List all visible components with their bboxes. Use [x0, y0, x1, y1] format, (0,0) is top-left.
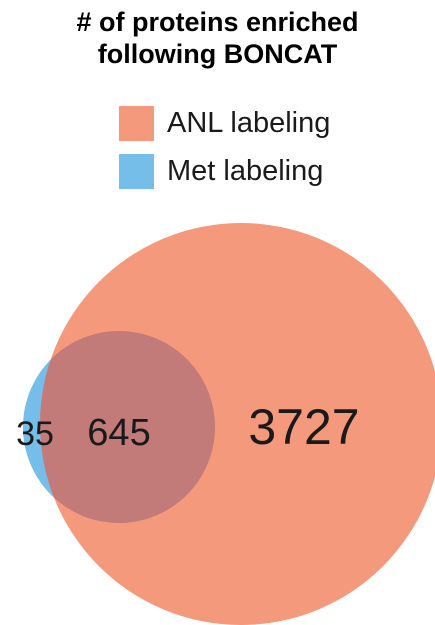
anl-only-count: 3727 — [248, 399, 359, 455]
overlap-region — [40, 331, 215, 523]
legend-label-anl: ANL labeling — [167, 107, 331, 139]
legend-label-met: Met labeling — [167, 155, 324, 187]
anl-circle — [40, 223, 435, 625]
title-line-2: following BONCAT — [97, 39, 338, 69]
chart-title: # of proteins enriched following BONCAT — [0, 6, 435, 70]
legend-swatch-anl — [119, 106, 154, 141]
legend-swatch-met — [119, 154, 154, 189]
overlap-count: 645 — [87, 412, 150, 454]
title-line-1: # of proteins enriched — [76, 7, 359, 37]
met-only-count: 35 — [16, 415, 54, 453]
